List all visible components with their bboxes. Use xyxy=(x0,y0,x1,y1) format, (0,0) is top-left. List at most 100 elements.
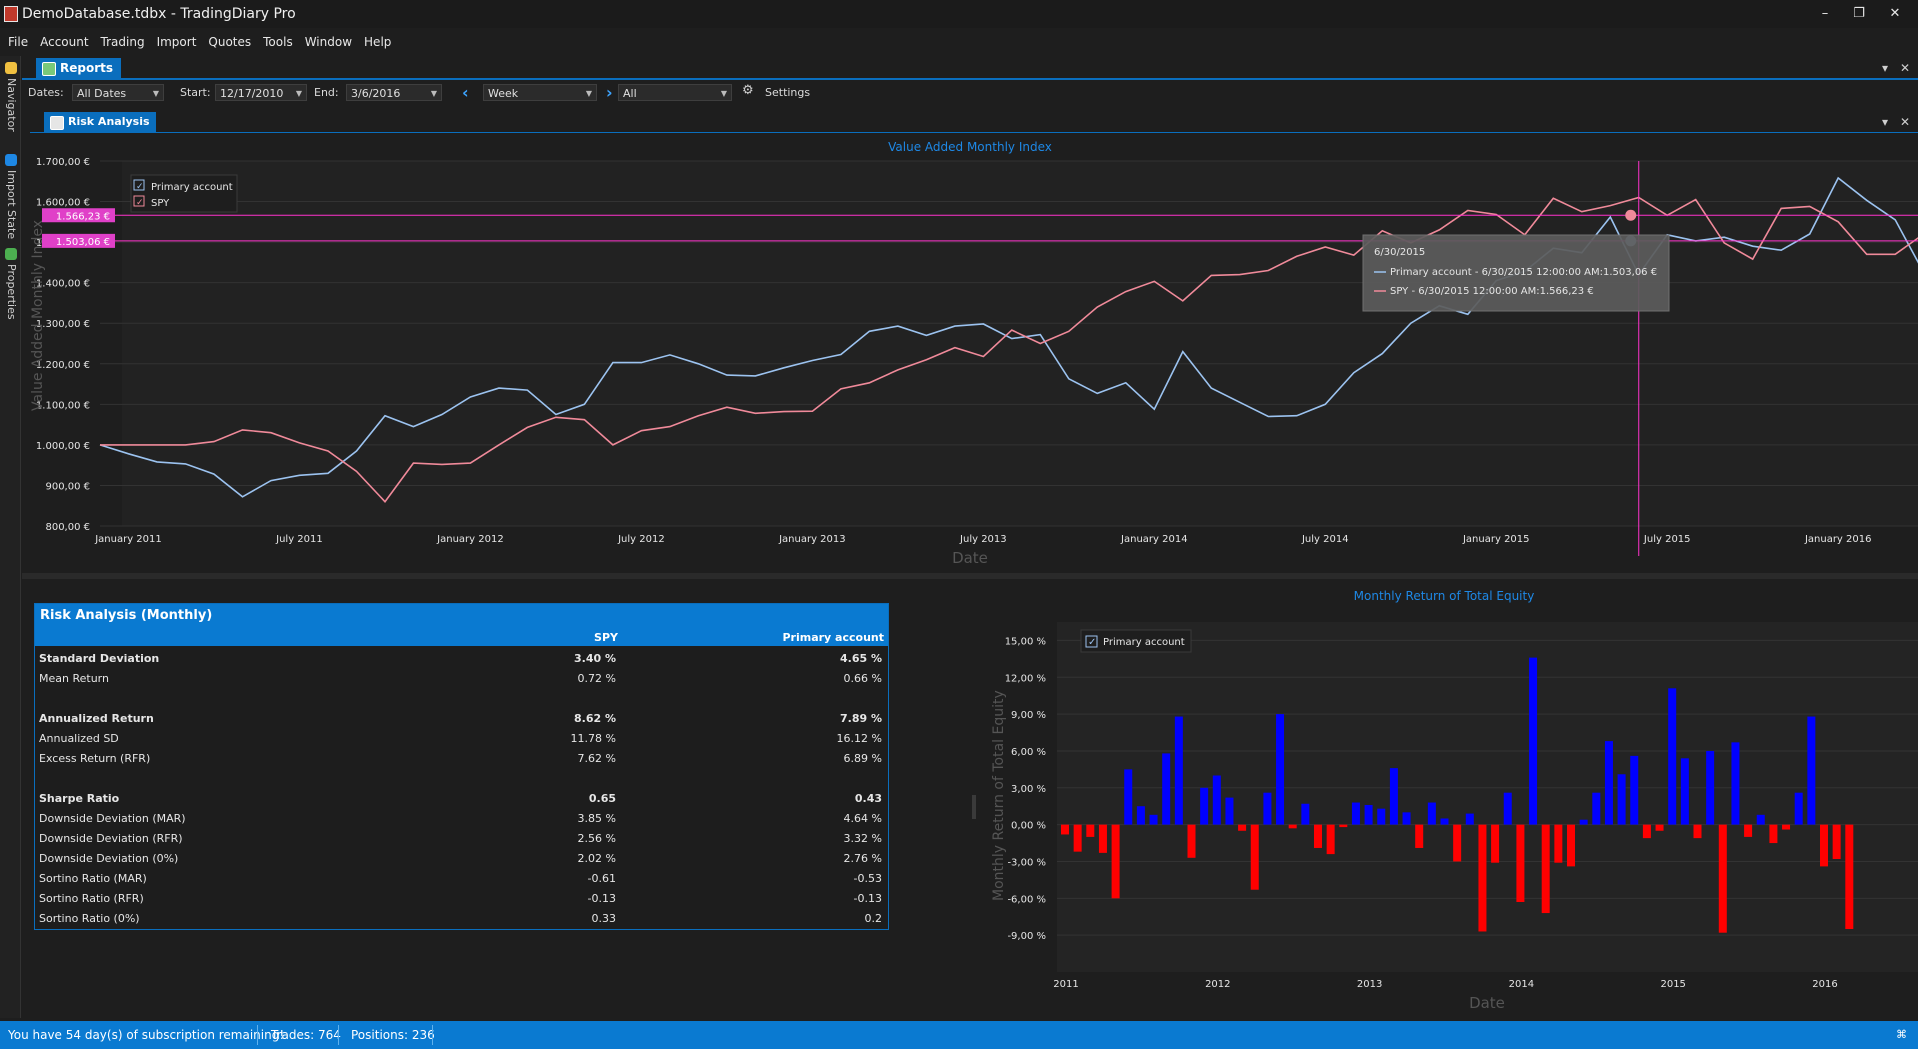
title-bar: DemoDatabase.tdbx - TradingDiary Pro – ❐… xyxy=(0,0,1918,28)
return-bar xyxy=(1465,813,1474,825)
row-label: Standard Deviation xyxy=(39,652,160,665)
table-row: Downside Deviation (MAR) 3.85 % 4.64 % xyxy=(35,809,888,829)
previous-period-icon[interactable]: ‹ xyxy=(462,83,469,102)
risk-analysis-tab-bar: Risk Analysis ▾ ✕ xyxy=(30,112,1918,133)
return-bar xyxy=(1212,775,1221,825)
bars xyxy=(1061,657,1854,933)
chart-icon xyxy=(50,116,64,130)
return-bar xyxy=(1136,806,1145,825)
row-value-spy: 0.65 xyxy=(588,792,616,805)
dates-label: Dates: xyxy=(28,86,64,99)
return-bar xyxy=(1731,742,1740,825)
dates-select[interactable]: All Dates ▼ xyxy=(72,84,164,101)
tab-reports[interactable]: Reports xyxy=(36,58,122,78)
y-tick-label: 1.400,00 € xyxy=(36,279,90,290)
highlight-point-spy xyxy=(1625,209,1637,221)
y-tick-label: 900,00 € xyxy=(45,481,90,492)
y-tick-label: -6,00 % xyxy=(1007,894,1046,905)
return-bar xyxy=(1554,824,1563,863)
return-bar xyxy=(1832,824,1841,860)
menu-window[interactable]: Window xyxy=(304,35,353,49)
return-bar xyxy=(1642,824,1651,839)
menu-quotes[interactable]: Quotes xyxy=(208,35,252,49)
settings-button[interactable]: Settings xyxy=(765,86,811,99)
return-bar xyxy=(1339,824,1348,828)
y-tick-label: 1.600,00 € xyxy=(36,198,90,209)
table-header: Risk Analysis (Monthly) SPY Primary acco… xyxy=(35,604,888,646)
horizontal-splitter[interactable] xyxy=(22,573,1918,579)
menu-help[interactable]: Help xyxy=(364,35,392,49)
tab-dropdown-icon[interactable]: ▾ xyxy=(1882,61,1889,75)
restore-button[interactable]: ❐ xyxy=(1853,6,1865,21)
legend-checkbox-primary[interactable] xyxy=(1085,635,1098,648)
chart-title: Monthly Return of Total Equity xyxy=(1354,589,1535,603)
row-label: Annualized Return xyxy=(39,712,154,725)
return-bar xyxy=(1427,802,1436,825)
return-bar xyxy=(1389,768,1398,825)
x-tick-label: January 2015 xyxy=(1462,534,1530,545)
x-tick-label: January 2011 xyxy=(94,534,162,545)
tooltip-line-spy: SPY - 6/30/2015 12:00:00 AM:1.566,23 € xyxy=(1390,286,1594,297)
return-bar xyxy=(1491,824,1500,863)
table-row: Annualized Return 8.62 % 7.89 % xyxy=(35,709,888,729)
x-tick-label: 2011 xyxy=(1053,979,1078,990)
legend-checkbox-spy[interactable] xyxy=(133,195,145,207)
return-bar xyxy=(1225,797,1234,825)
table-row: Sharpe Ratio 0.65 0.43 xyxy=(35,789,888,809)
x-tick-label: July 2015 xyxy=(1643,534,1691,545)
legend-checkbox-primary[interactable] xyxy=(133,179,145,191)
period-select[interactable]: Week ▼ xyxy=(483,84,597,101)
row-value-primary: 6.89 % xyxy=(843,752,882,765)
y-tick-label: 3,00 % xyxy=(1011,784,1046,795)
y-tick-label: 1.000,00 € xyxy=(36,441,90,452)
plot-area xyxy=(122,161,1918,526)
row-value-primary: 0.2 xyxy=(864,912,883,925)
resize-grip-icon[interactable]: ⌘ xyxy=(1896,1028,1907,1041)
info-icon xyxy=(5,154,17,166)
subscription-status: You have 54 day(s) of subscription remai… xyxy=(8,1028,285,1042)
y-tick-label: 6,00 % xyxy=(1011,747,1046,758)
side-panel-strip: Navigator Import State Properties xyxy=(0,56,21,1018)
menu-import[interactable]: Import xyxy=(156,35,197,49)
return-bar xyxy=(1187,824,1196,858)
return-bar xyxy=(1351,802,1360,825)
close-button[interactable]: ✕ xyxy=(1889,6,1901,21)
settings-icon[interactable]: ⚙ xyxy=(742,83,754,98)
return-bar xyxy=(1693,824,1702,839)
y-tick-label: 12,00 % xyxy=(1005,673,1046,684)
minimize-button[interactable]: – xyxy=(1821,6,1829,21)
close-icon[interactable]: ✕ xyxy=(1900,61,1911,75)
x-tick-label: 2012 xyxy=(1205,979,1230,990)
menu-trading[interactable]: Trading xyxy=(100,35,145,49)
next-period-icon[interactable]: › xyxy=(606,83,613,102)
side-tab-import-state[interactable]: Import State xyxy=(0,154,18,239)
return-bar xyxy=(1579,819,1588,825)
x-tick-label: July 2012 xyxy=(617,534,665,545)
menu-tools[interactable]: Tools xyxy=(263,35,293,49)
check-icon: ✓ xyxy=(1088,637,1096,648)
status-separator xyxy=(338,1025,339,1045)
return-bar xyxy=(1301,803,1310,825)
legend-primary: Primary account xyxy=(1103,637,1185,648)
tooltip-box xyxy=(1362,234,1670,312)
start-date-field[interactable]: 12/17/2010 ▼ xyxy=(215,84,307,101)
menu-file[interactable]: File xyxy=(8,35,29,49)
end-date-field[interactable]: 3/6/2016 ▼ xyxy=(346,84,442,101)
close-icon[interactable]: ✕ xyxy=(1900,115,1911,129)
y-tick-label: 800,00 € xyxy=(45,522,90,533)
side-tab-navigator[interactable]: Navigator xyxy=(0,62,18,132)
end-label: End: xyxy=(314,86,339,99)
menu-bar: File Account Trading Import Quotes Tools Windo… xyxy=(0,30,1918,54)
tab-dropdown-icon[interactable]: ▾ xyxy=(1882,115,1889,129)
y-tick-label: -3,00 % xyxy=(1007,857,1046,868)
vertical-splitter-grip[interactable] xyxy=(972,795,976,819)
row-value-spy: 8.62 % xyxy=(574,712,616,725)
row-value-primary: 3.32 % xyxy=(843,832,882,845)
row-label: Sortino Ratio (MAR) xyxy=(39,872,147,885)
filter-select[interactable]: All ▼ xyxy=(618,84,732,101)
tab-risk-analysis[interactable]: Risk Analysis xyxy=(44,112,156,132)
side-tab-properties[interactable]: Properties xyxy=(0,248,18,320)
tooltip-date: 6/30/2015 xyxy=(1374,247,1425,258)
menu-account[interactable]: Account xyxy=(40,35,89,49)
monthly-return-chart-panel: Monthly Return of Total Equity -9,00 % -6… xyxy=(983,580,1918,1018)
